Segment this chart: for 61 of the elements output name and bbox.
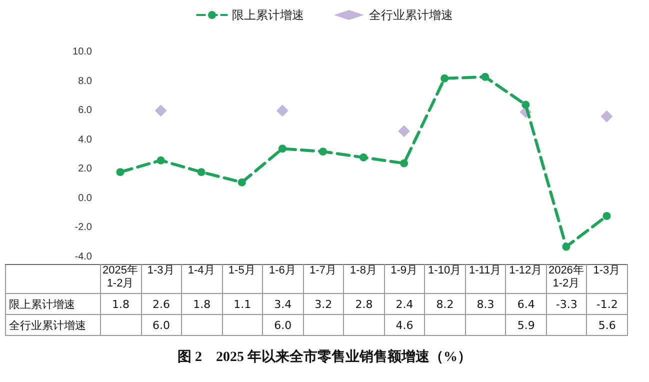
data-label: 1.8 — [100, 294, 142, 314]
point — [238, 178, 246, 186]
x-tick-label: 1-10月 — [428, 264, 462, 276]
point — [116, 168, 124, 176]
point — [154, 104, 167, 117]
y-tick-label: 2.0 — [78, 164, 92, 175]
point — [522, 100, 530, 109]
y-tick-label: -2.0 — [74, 222, 92, 234]
data-label: 1.8 — [182, 294, 222, 314]
point — [400, 159, 408, 168]
x-tick-label: 2025年1-2月 — [102, 264, 138, 290]
point — [602, 212, 611, 220]
point — [440, 74, 449, 82]
x-tick-label: 1-9月 — [390, 264, 418, 276]
text: 图 2 2025 年以来全市零售业销售额增速（%） — [176, 348, 472, 366]
x-tick-label: 1-3月 — [593, 264, 620, 276]
legend-label: 限上累计增速 — [232, 8, 304, 22]
data-label: 1.1 — [222, 294, 263, 314]
data-label: 5.9 — [506, 314, 546, 336]
x-tick-label: 1-8月 — [350, 264, 377, 276]
y-tick-label: -4.0 — [74, 252, 92, 262]
point — [360, 153, 368, 162]
y-tick-label: 6.0 — [78, 105, 92, 116]
x-tick-label: 1-3月 — [147, 264, 174, 276]
data-label: 5.6 — [586, 314, 628, 336]
point — [600, 110, 613, 122]
x-tick-label: 1-11月 — [469, 264, 502, 276]
y-tick-label: 10.0 — [72, 46, 92, 58]
y-tick-label: 4.0 — [78, 134, 92, 146]
data-label: 6.4 — [506, 294, 546, 314]
data-label: 3.4 — [262, 294, 304, 314]
legend-label: 全行业累计增速 — [369, 8, 453, 22]
data-label: -3.3 — [546, 294, 587, 314]
data-label: 3.2 — [303, 294, 344, 314]
text: 全行业累计增速 — [9, 318, 86, 332]
x-tick-label: 1-5月 — [228, 264, 256, 276]
x-tick-label: 1-4月 — [188, 264, 215, 276]
text: 限上累计增速 — [9, 298, 75, 310]
y-tick-label: 8.0 — [78, 76, 92, 87]
data-label: 4.6 — [384, 314, 425, 336]
data-label: 6.0 — [262, 314, 304, 336]
x-tick-label: 1-6月 — [268, 264, 296, 276]
y-tick-label: 0.0 — [78, 192, 92, 204]
point — [276, 104, 288, 117]
data-label: 6.0 — [141, 314, 182, 336]
x-tick-label: 1-7月 — [310, 264, 336, 276]
data-label: 2.6 — [141, 294, 182, 314]
point — [197, 168, 206, 176]
data-label: -1.2 — [586, 294, 628, 314]
point — [318, 148, 327, 156]
point — [481, 72, 490, 81]
x-tick-label: 2026年1-2月 — [548, 264, 584, 290]
data-label: 2.8 — [344, 294, 384, 314]
point — [156, 156, 165, 164]
data-label: 8.2 — [424, 294, 466, 314]
point — [562, 242, 570, 251]
data-label: 8.3 — [465, 294, 506, 314]
data-label: 2.4 — [384, 294, 425, 314]
point — [278, 144, 286, 153]
point — [398, 125, 410, 138]
x-tick-label: 1-12月 — [509, 264, 542, 276]
